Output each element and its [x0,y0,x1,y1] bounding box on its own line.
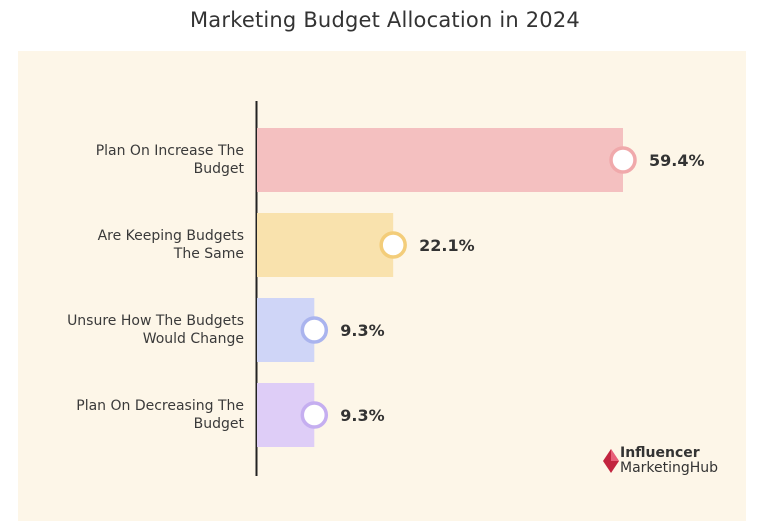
category-label-4: Plan On Decreasing The Budget [14,397,244,433]
bar-end-marker-2 [379,231,407,259]
brand-line2: MarketingHub [620,460,719,476]
brand-line1: Influencer [620,445,700,461]
category-label-line: Budget [193,161,244,177]
chart-title: Marketing Budget Allocation in 2024 [189,8,580,32]
bar-end-marker-1 [609,146,637,174]
bar-end-marker-3 [300,316,329,344]
brand-logo: Influencer MarketingHub [603,446,743,478]
value-label-4: 9.3% [340,406,384,425]
category-label-3: Unsure How The Budgets Would Change [14,312,244,348]
category-label-2: Are Keeping Budgets The Same [14,227,244,263]
bar-2 [257,213,394,277]
value-label-3: 9.3% [340,321,384,340]
category-label-line: Are Keeping Budgets [97,228,244,244]
category-label-line: Plan On Decreasing The [76,398,244,414]
brand-mark-icon [603,449,619,473]
value-label-1: 59.4% [649,151,705,170]
bar-end-marker-4 [300,401,329,429]
category-label-1: Plan On Increase The Budget [14,142,244,178]
category-label-line: Plan On Increase The [95,143,244,159]
category-label-line: Would Change [142,331,244,347]
category-label-line: Unsure How The Budgets [67,313,244,329]
category-label-line: The Same [173,246,244,262]
bar-1 [257,128,623,192]
value-label-2: 22.1% [419,236,475,255]
category-label-line: Budget [193,416,244,432]
